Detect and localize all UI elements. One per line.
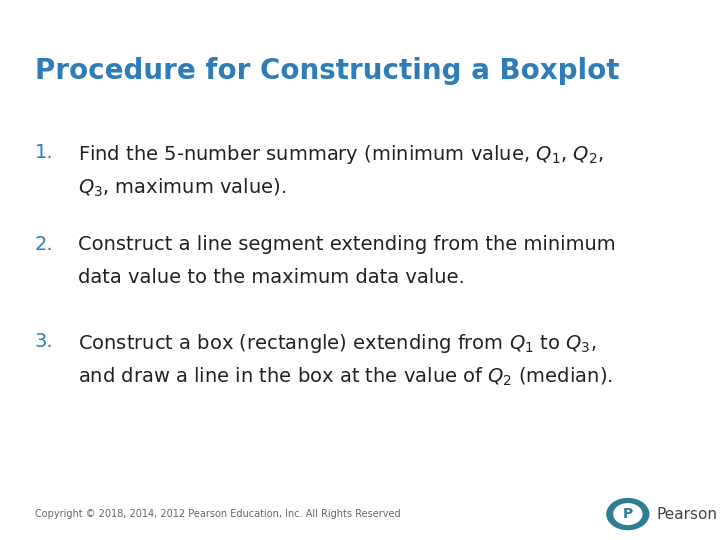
Text: 1.: 1. [35,143,53,162]
Text: Construct a box (rectangle) extending from $Q_1$ to $Q_3$,: Construct a box (rectangle) extending fr… [78,332,596,355]
Text: P: P [623,507,633,521]
Text: Pearson: Pearson [657,507,718,522]
Text: data value to the maximum data value.: data value to the maximum data value. [78,268,464,287]
Text: 2.: 2. [35,235,53,254]
Text: $Q_3$, maximum value).: $Q_3$, maximum value). [78,177,286,199]
Text: 3.: 3. [35,332,53,351]
Text: Procedure for Constructing a Boxplot: Procedure for Constructing a Boxplot [35,57,619,85]
Text: and draw a line in the box at the value of $Q_2$ (median).: and draw a line in the box at the value … [78,366,613,388]
Text: Find the 5-number summary (minimum value, $Q_1$, $Q_2$,: Find the 5-number summary (minimum value… [78,143,603,166]
Text: Copyright © 2018, 2014, 2012 Pearson Education, Inc. All Rights Reserved: Copyright © 2018, 2014, 2012 Pearson Edu… [35,509,400,519]
Text: Construct a line segment extending from the minimum: Construct a line segment extending from … [78,235,616,254]
Circle shape [613,503,642,525]
Circle shape [606,498,649,530]
